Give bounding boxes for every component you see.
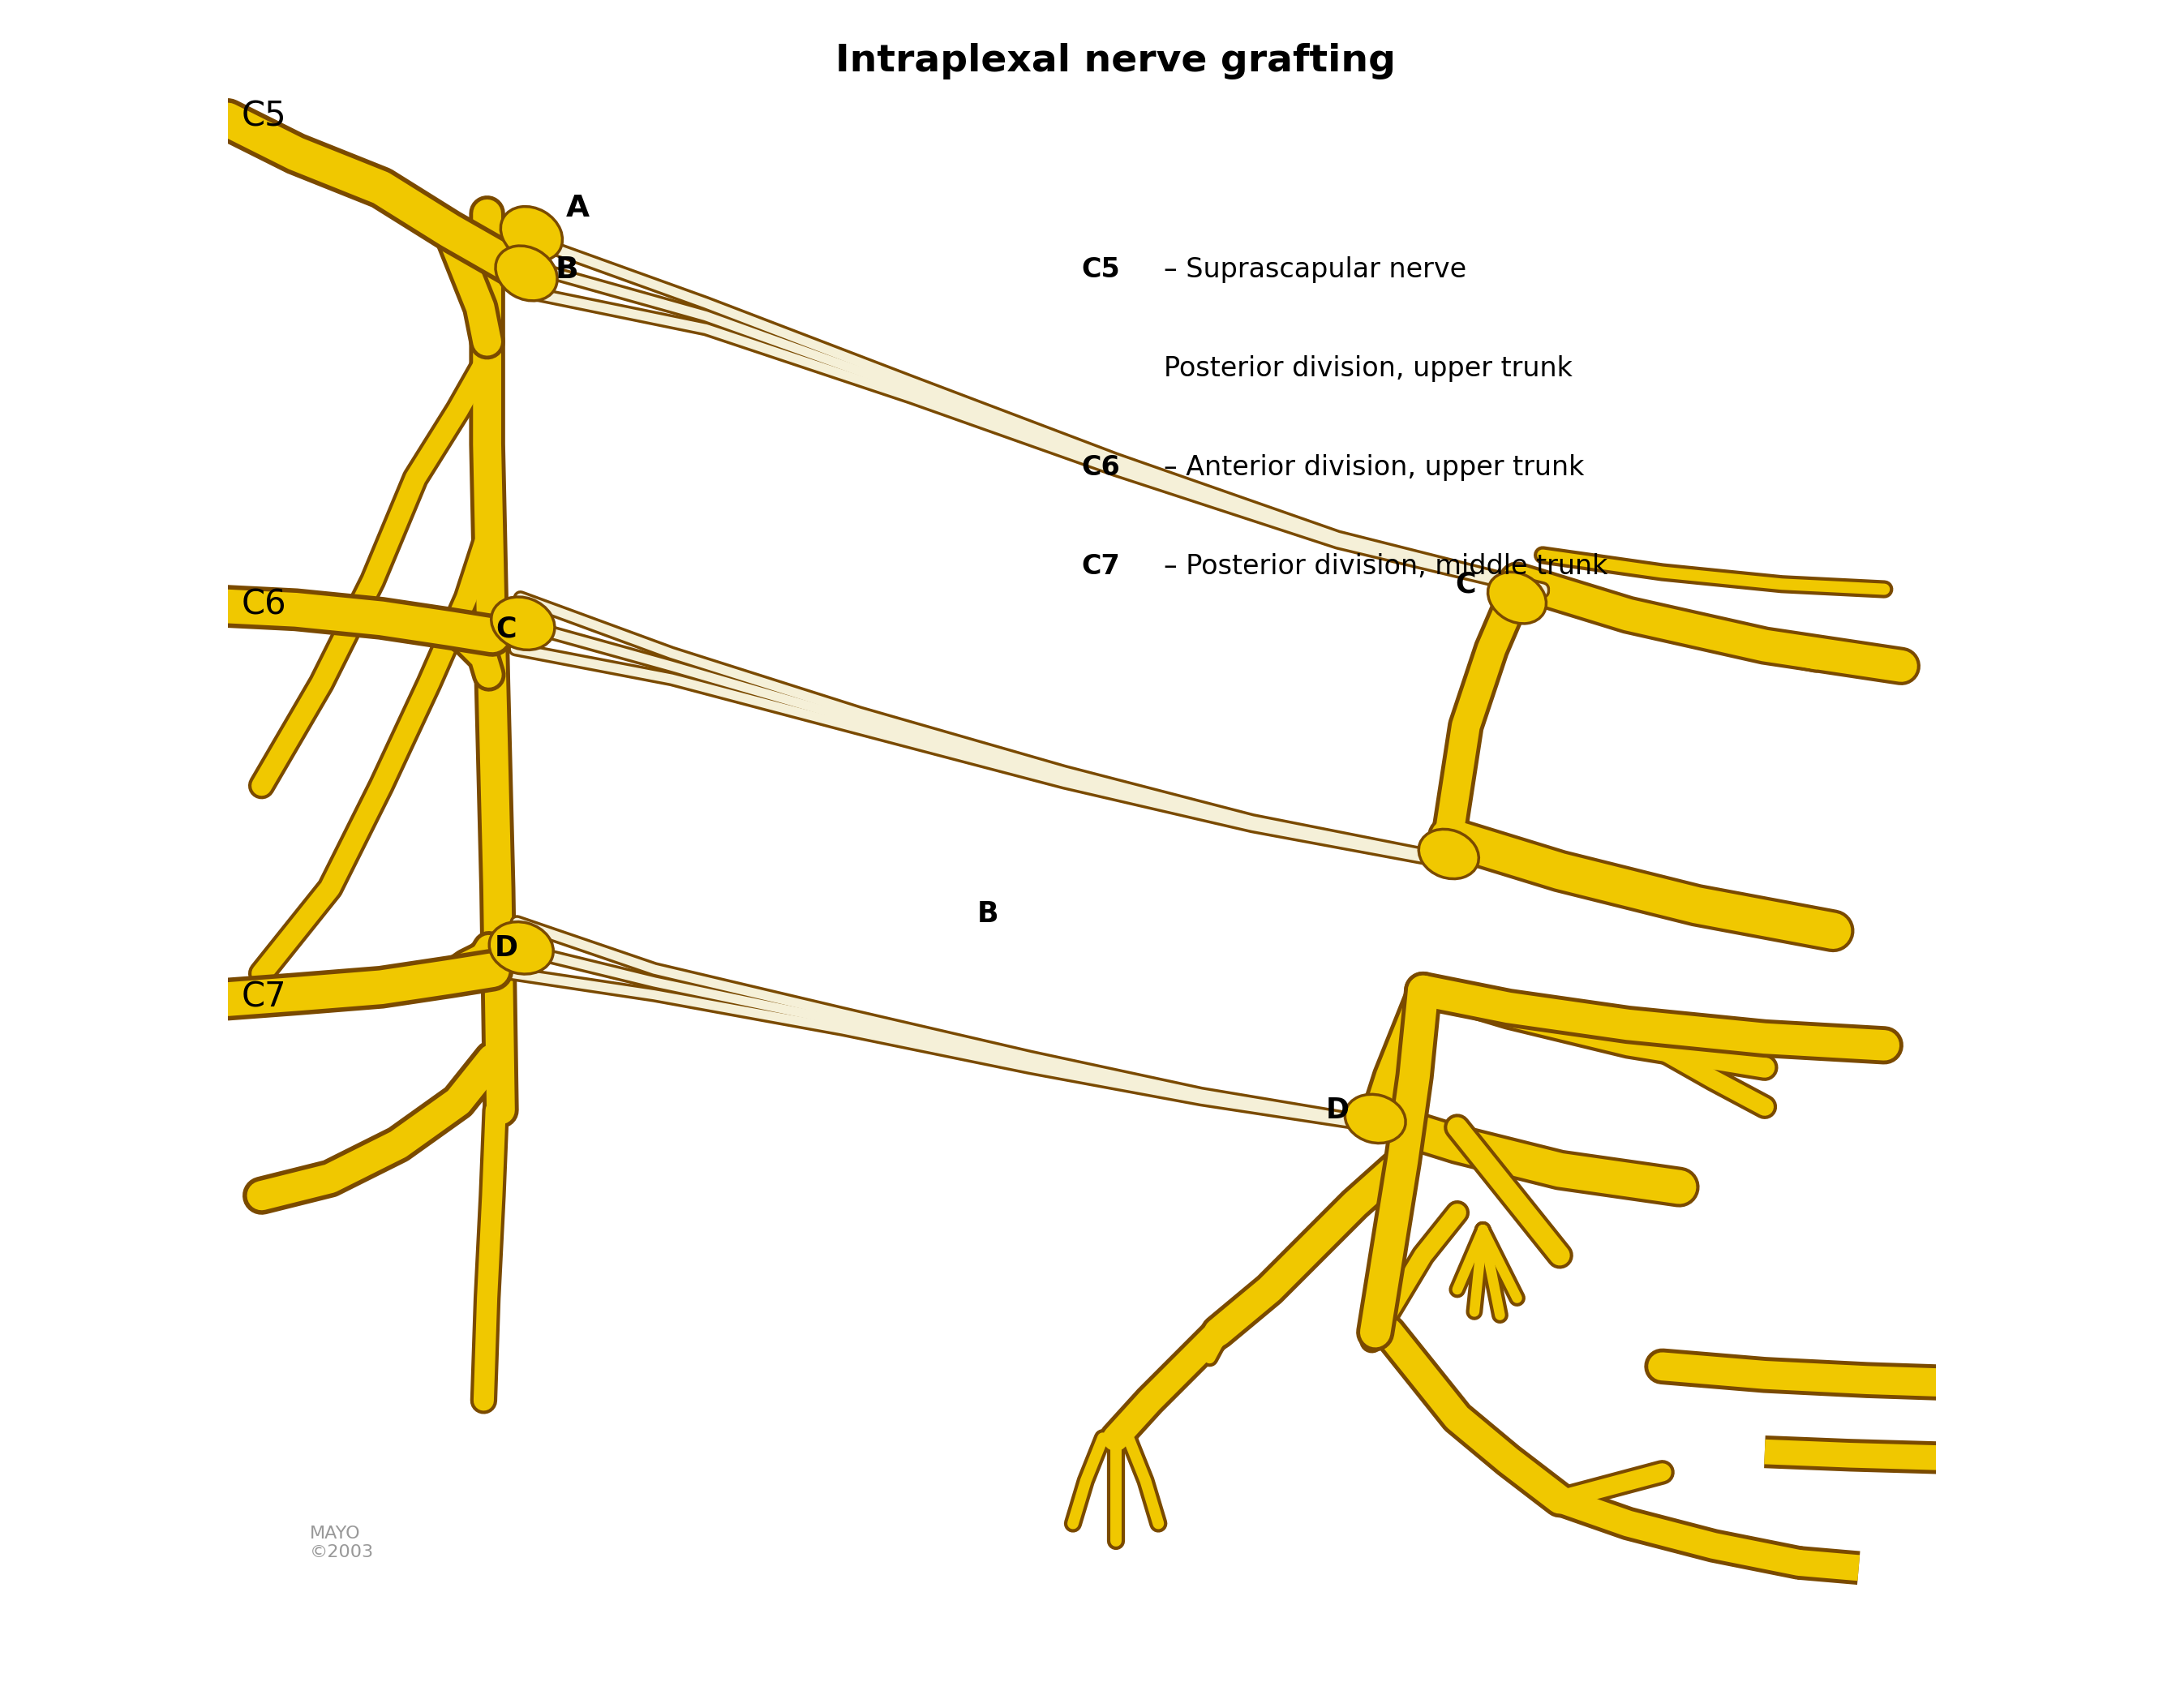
Text: – Suprascapular nerve: – Suprascapular nerve (1164, 256, 1467, 284)
Ellipse shape (1345, 1095, 1406, 1143)
Ellipse shape (495, 246, 558, 301)
Text: – Posterior division, middle trunk: – Posterior division, middle trunk (1164, 553, 1607, 581)
Ellipse shape (1419, 828, 1479, 880)
Text: B: B (978, 900, 999, 927)
Ellipse shape (1488, 572, 1547, 623)
Text: C5: C5 (1082, 256, 1120, 284)
Text: D: D (493, 934, 517, 962)
Text: C7: C7 (1082, 553, 1120, 581)
Text: C6: C6 (240, 588, 286, 622)
Text: C6: C6 (1082, 454, 1120, 482)
Text: MAYO
©2003: MAYO ©2003 (309, 1525, 374, 1561)
Ellipse shape (489, 922, 554, 974)
Ellipse shape (500, 207, 562, 261)
Text: C: C (1456, 570, 1475, 598)
Text: C5: C5 (240, 99, 286, 133)
Text: B: B (556, 254, 580, 285)
Text: Posterior division, upper trunk: Posterior division, upper trunk (1164, 355, 1573, 383)
Text: C7: C7 (240, 980, 286, 1015)
Text: Intraplexal nerve grafting: Intraplexal nerve grafting (835, 43, 1395, 79)
Text: A: A (567, 193, 588, 224)
Text: C: C (495, 615, 517, 642)
Text: D: D (1326, 1097, 1350, 1124)
Text: – Anterior division, upper trunk: – Anterior division, upper trunk (1164, 454, 1583, 482)
Ellipse shape (491, 596, 554, 651)
